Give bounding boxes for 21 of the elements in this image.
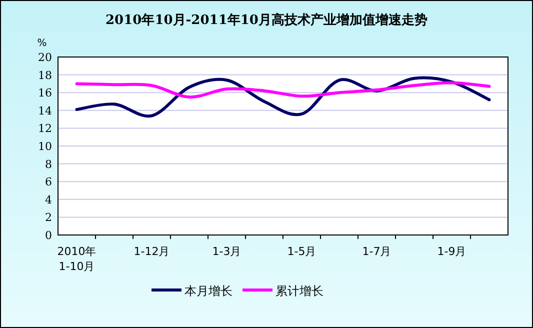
legend-label: 本月增长 — [184, 284, 232, 298]
y-tick-label: 14 — [38, 104, 52, 118]
y-tick-label: 12 — [38, 122, 52, 136]
x-tick-label: 2010年 1-10月 — [57, 245, 96, 273]
y-tick-label: 8 — [45, 158, 52, 171]
chart-title: 2010年10月-2011年10月高技术产业增加值增速走势 — [106, 12, 428, 28]
y-tick-label: 0 — [45, 229, 52, 242]
y-tick-label: 10 — [38, 140, 52, 153]
x-tick-label: 1-12月 — [134, 245, 170, 258]
y-axis-title: % — [37, 38, 47, 49]
x-tick-label: 1-7月 — [362, 245, 392, 258]
legend-label: 累计增长 — [276, 284, 324, 298]
y-tick-label: 20 — [38, 51, 52, 64]
y-tick-label: 6 — [45, 176, 52, 189]
y-tick-label: 4 — [45, 193, 52, 206]
x-tick-label: 1-5月 — [287, 245, 316, 258]
y-tick-label: 18 — [38, 68, 52, 82]
x-tick-label: 1-3月 — [212, 245, 242, 258]
x-tick-label: 1-9月 — [437, 245, 466, 258]
y-tick-label: 16 — [38, 86, 52, 100]
y-tick-label: 2 — [45, 211, 52, 224]
